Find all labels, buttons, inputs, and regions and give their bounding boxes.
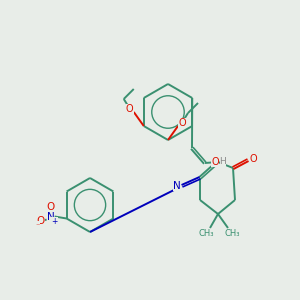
- Text: O: O: [37, 217, 45, 226]
- Text: CH₃: CH₃: [224, 230, 240, 238]
- Text: CH₃: CH₃: [198, 230, 214, 238]
- Text: N: N: [173, 181, 181, 191]
- Text: O: O: [46, 202, 55, 212]
- Text: H: H: [220, 158, 226, 166]
- Text: O: O: [126, 104, 134, 114]
- Text: O: O: [249, 154, 257, 164]
- Text: O: O: [178, 118, 186, 128]
- Text: O: O: [211, 157, 219, 167]
- Text: ⁻: ⁻: [35, 221, 40, 230]
- Text: N: N: [47, 212, 55, 221]
- Text: +: +: [51, 217, 58, 226]
